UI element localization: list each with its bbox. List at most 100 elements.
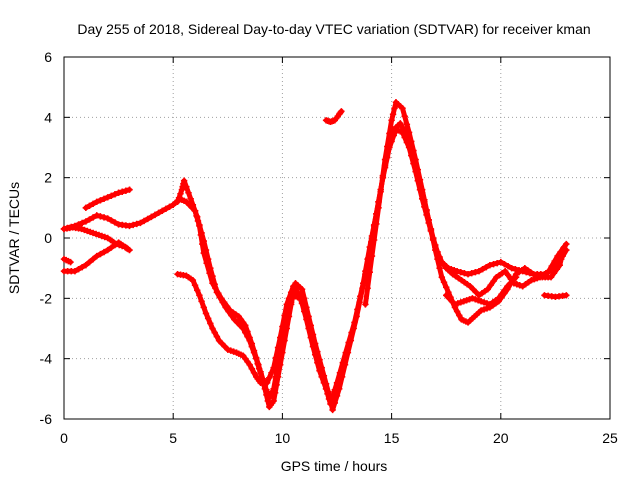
data-point	[270, 397, 277, 405]
data-point	[353, 313, 360, 320]
data-point	[191, 207, 199, 215]
data-point	[318, 373, 325, 380]
data-point	[495, 295, 502, 302]
data-point	[111, 241, 119, 249]
data-point	[159, 207, 166, 215]
data-point	[429, 236, 437, 244]
data-point	[250, 349, 258, 356]
data-point	[257, 370, 264, 377]
data-point	[108, 192, 115, 199]
data-point	[333, 392, 341, 400]
data-point	[274, 373, 282, 380]
y-tick-label: 2	[44, 170, 52, 186]
data-point	[198, 298, 205, 305]
data-point	[119, 188, 126, 195]
data-point	[464, 271, 472, 278]
x-tick-labels: 0 5 10 15 20 25	[60, 430, 618, 446]
data-point	[279, 349, 286, 356]
data-point	[403, 121, 411, 128]
data-point	[468, 269, 475, 277]
data-point	[307, 334, 314, 341]
series-track-4	[60, 255, 74, 266]
data-point	[548, 262, 555, 270]
y-tick-label: -6	[40, 411, 53, 427]
data-point	[472, 268, 479, 276]
data-point	[86, 258, 93, 266]
data-point	[93, 198, 100, 205]
data-point	[550, 269, 558, 277]
data-point	[104, 246, 111, 254]
data-point	[384, 143, 391, 150]
data-point	[397, 120, 404, 127]
data-point	[551, 257, 558, 265]
data-point	[174, 198, 181, 205]
data-point	[97, 197, 104, 204]
data-point	[287, 289, 295, 296]
data-point	[301, 308, 308, 315]
data-point	[222, 304, 229, 311]
data-point	[270, 364, 277, 371]
data-point	[347, 337, 355, 344]
data-point	[386, 130, 393, 137]
data-point	[416, 176, 424, 183]
data-point	[486, 261, 494, 269]
data-point	[558, 255, 565, 263]
x-tick-label: 5	[169, 430, 177, 446]
data-marks	[60, 99, 570, 414]
data-point	[151, 211, 159, 219]
data-point	[248, 343, 256, 350]
data-point	[338, 373, 346, 380]
data-point	[89, 200, 97, 208]
data-point	[89, 214, 97, 221]
data-point	[389, 111, 397, 118]
data-point	[124, 245, 131, 252]
data-point	[423, 206, 430, 214]
data-point	[219, 299, 226, 306]
data-point	[410, 147, 417, 154]
data-point	[418, 186, 426, 193]
data-point	[209, 325, 216, 332]
data-point	[177, 190, 184, 197]
data-point	[356, 299, 363, 306]
x-tick-label: 20	[493, 430, 509, 446]
y-tick-label: 4	[44, 109, 52, 125]
data-point	[209, 273, 216, 280]
data-point	[180, 177, 188, 184]
data-point	[202, 310, 210, 317]
data-point	[457, 268, 464, 276]
y-tick-label: -4	[40, 351, 53, 367]
data-point	[277, 334, 284, 341]
data-point	[283, 325, 290, 332]
data-point	[453, 308, 461, 315]
data-point	[248, 365, 256, 372]
data-point	[266, 374, 273, 381]
data-point	[211, 329, 218, 336]
data-point	[244, 333, 251, 340]
data-point	[183, 183, 190, 190]
data-point	[268, 369, 275, 376]
data-point	[497, 258, 504, 266]
data-point	[508, 264, 515, 272]
data-point	[498, 291, 505, 298]
x-axis-label: GPS time / hours	[281, 458, 388, 474]
data-point	[204, 255, 212, 263]
data-point	[198, 229, 205, 237]
data-point	[501, 287, 508, 294]
data-point	[263, 391, 270, 399]
data-point	[108, 217, 115, 224]
data-point	[126, 222, 133, 230]
x-tick-label: 10	[275, 430, 291, 446]
data-point	[440, 279, 448, 286]
data-point	[373, 220, 380, 228]
data-point	[412, 156, 419, 163]
data-point	[560, 243, 568, 251]
data-point	[425, 216, 432, 224]
data-point	[475, 267, 483, 275]
data-point	[327, 400, 335, 408]
data-point	[196, 221, 203, 229]
data-point	[432, 246, 439, 254]
data-point	[82, 261, 90, 269]
data-point	[133, 220, 140, 228]
data-point	[122, 187, 130, 194]
data-point	[200, 304, 207, 311]
